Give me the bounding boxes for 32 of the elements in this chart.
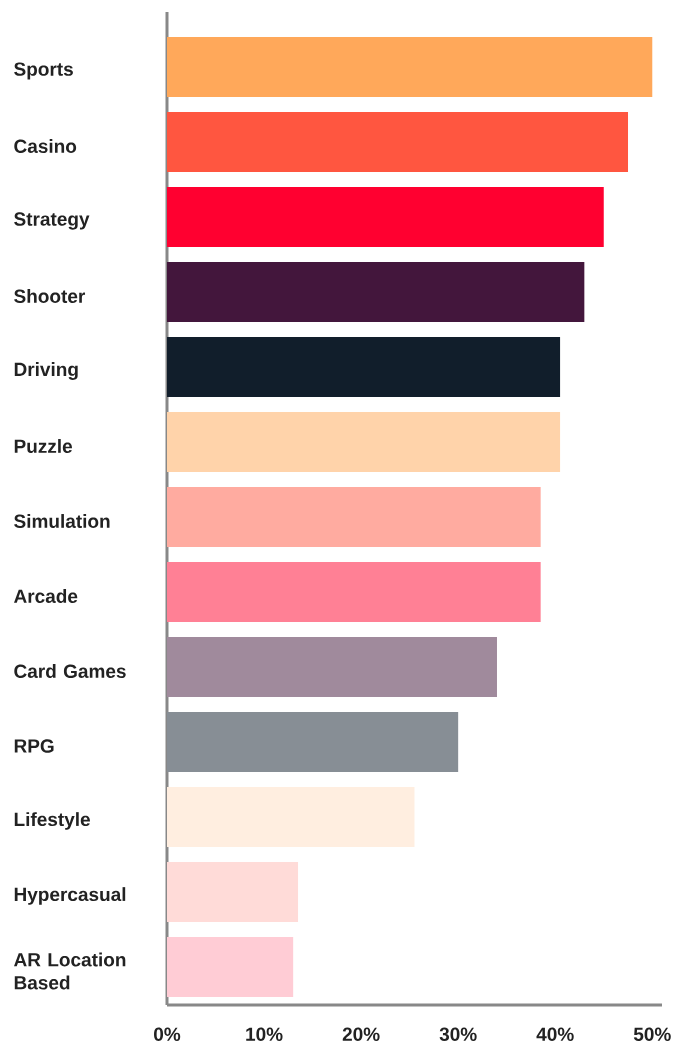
y-tick-label: Casino (14, 139, 77, 153)
x-tick-label: 50% (633, 1027, 671, 1041)
bar (166, 937, 294, 997)
y-tick-label: Hypercasual (14, 887, 126, 905)
bar (166, 787, 415, 848)
y-tick-label: Shooter (14, 289, 86, 303)
x-tick-label: 10% (246, 1027, 283, 1041)
x-tick-label: 0% (154, 1027, 181, 1041)
x-tick-label: 30% (439, 1027, 477, 1042)
y-tick-label: Driving (14, 362, 78, 380)
bar (166, 487, 541, 548)
y-tick-label: RPG (14, 739, 54, 753)
y-tick-label: Simulation (14, 514, 110, 528)
bar (166, 337, 561, 398)
bar (166, 37, 653, 98)
bar (166, 187, 604, 248)
bar (166, 712, 459, 773)
x-tick-label: 40% (536, 1027, 574, 1041)
x-tick-label: 20% (342, 1027, 380, 1041)
y-tick-label: Card Games (14, 664, 126, 678)
bar (166, 412, 561, 473)
y-tick-label: Lifestyle (14, 812, 90, 830)
y-tick-label: Puzzle (14, 439, 72, 453)
y-tick-label: Sports (14, 62, 73, 80)
bar (166, 862, 299, 922)
y-tick-label: Strategy (14, 212, 90, 230)
bar (166, 562, 541, 623)
bar (166, 637, 497, 698)
bar (166, 262, 585, 323)
bar (166, 112, 629, 173)
y-tick-label: Arcade (14, 589, 78, 603)
y-tick-label: AR Location Based (14, 952, 126, 990)
